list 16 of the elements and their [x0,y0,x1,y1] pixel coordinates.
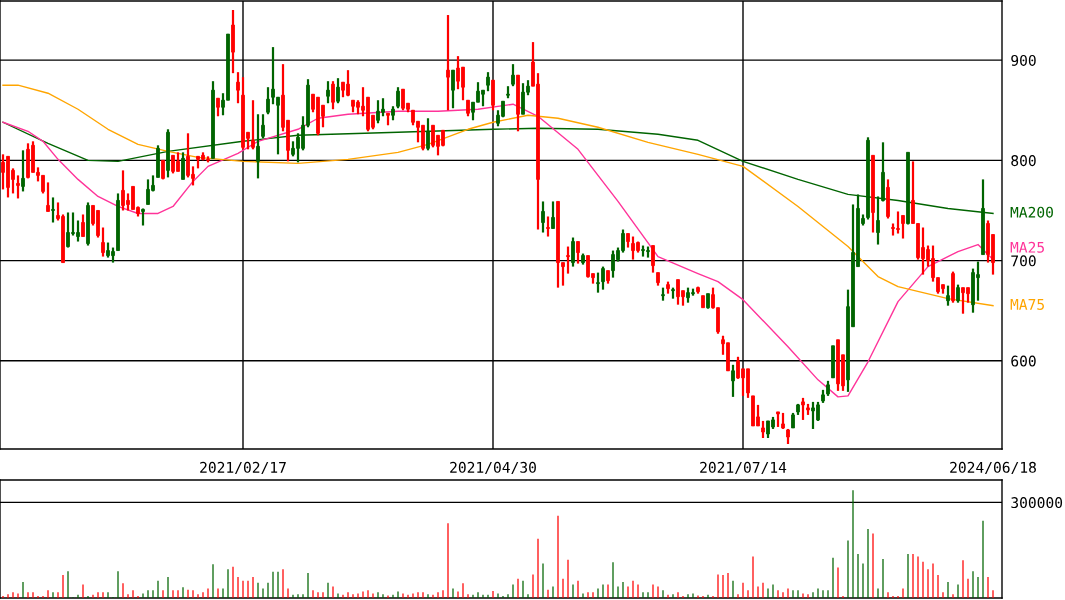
series-label: MA200 [1010,206,1053,218]
y-tick-label: 700 [1011,255,1036,267]
series-label: MA25 [1010,241,1044,253]
x-tick-label: 2021/07/14 [700,461,787,475]
candlestick [776,410,780,429]
x-tick-label: 2024/06/18 [950,461,1036,475]
candlestick [706,292,710,310]
y-tick-label: 300000 [1011,497,1063,509]
y-tick-label: 900 [1011,54,1036,66]
y-tick-label: 800 [1011,155,1036,167]
line-series [2,84,994,307]
x-tick-label: 2021/02/17 [200,461,286,475]
line-series [2,103,994,398]
series-label: MA75 [1010,299,1044,310]
x-tick-label: 2021/04/30 [450,461,536,475]
y-tick-label: 600 [1011,355,1036,367]
